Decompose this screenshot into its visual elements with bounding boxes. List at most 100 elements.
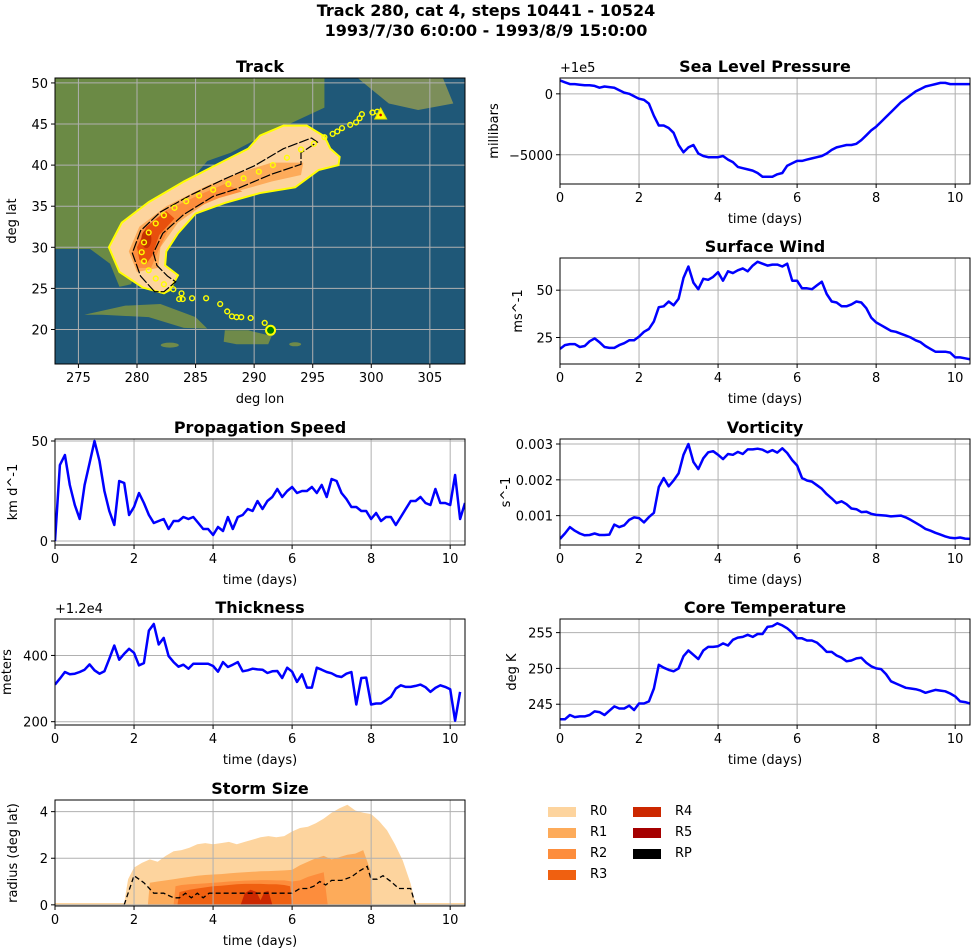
chart-track: 275 280 285 290 295 300 305 20 25 30 35 40 45 50 Track… <box>5 57 466 407</box>
track-point <box>160 212 168 219</box>
x-tick-label: 0 <box>51 732 59 747</box>
x-tick-label: 8 <box>872 732 880 747</box>
cuba-land <box>84 304 208 329</box>
y-tick-label: 0.001 <box>516 510 553 525</box>
y-axis-label: km d^-1 <box>6 464 21 520</box>
y-tick-label: 0 <box>40 535 48 550</box>
y-tick-label: 50 <box>536 284 553 299</box>
track-start-marker <box>265 324 277 336</box>
y-axis-label: radius (deg lat) <box>6 803 21 903</box>
track-point <box>297 146 305 153</box>
x-axis-label: time (days) <box>728 753 802 768</box>
r3-swath <box>137 211 175 264</box>
legend-swatch-r4 <box>633 806 661 817</box>
x-tick-label: 2 <box>635 732 643 747</box>
x-tick-label: 275 <box>66 371 91 386</box>
track-point <box>140 258 148 265</box>
track-point <box>152 275 159 282</box>
track-end-dot <box>379 113 382 117</box>
area-layers <box>55 804 465 906</box>
map-background <box>55 78 465 364</box>
y-tick-label: 50 <box>31 77 48 92</box>
x-tick-label: 0 <box>51 913 59 928</box>
chart-title: Vorticity <box>727 418 804 437</box>
legend-swatch-r2 <box>548 848 576 859</box>
chart-title: Surface Wind <box>705 237 825 256</box>
legend-label-r4: R4 <box>675 804 693 819</box>
track-point <box>261 319 268 327</box>
legend-swatch-r1 <box>548 827 576 838</box>
x-tick-label: 280 <box>125 371 150 386</box>
series-line <box>55 622 462 722</box>
y-axis-label: meters <box>0 649 15 695</box>
track-point <box>217 300 224 308</box>
x-tick-label: 8 <box>367 732 375 747</box>
x-tick-label: 0 <box>556 371 564 386</box>
x-tick-label: 2 <box>130 552 138 567</box>
track-point <box>160 281 168 288</box>
track-point <box>145 267 152 274</box>
y-tick-label: 0.003 <box>516 438 553 453</box>
chart-slp: 0 2 4 6 8 10 0 −5000 Sea Level Pressure time (day… <box>487 57 971 227</box>
axes-frame <box>559 77 971 185</box>
offset-text: +1.2e4 <box>55 602 103 617</box>
track-point <box>224 308 231 315</box>
track-point <box>352 119 360 126</box>
x-tick-label: 300 <box>359 371 384 386</box>
axes-frame <box>54 77 466 365</box>
track-point <box>140 239 148 246</box>
track-point <box>310 140 317 147</box>
offset-text: +1e5 <box>560 61 595 76</box>
x-axis-label: time (days) <box>223 753 297 768</box>
track-point <box>247 314 254 322</box>
track-point <box>358 111 366 118</box>
x-tick-label: 2 <box>635 552 643 567</box>
x-tick-label: 295 <box>300 371 325 386</box>
y-tick-label: −5000 <box>509 149 553 164</box>
chart-title: Storm Size <box>211 779 309 798</box>
track-point <box>152 220 159 227</box>
legend-label-r3: R3 <box>590 867 608 882</box>
legend-swatch-r3 <box>548 869 576 880</box>
x-axis-label: time (days) <box>728 392 802 407</box>
track-point <box>347 121 354 128</box>
track-point <box>179 295 186 303</box>
track-point <box>145 229 152 236</box>
x-axis-label: time (days) <box>728 212 802 227</box>
track-point <box>170 286 177 293</box>
storm-swath <box>107 106 388 336</box>
x-tick-label: 6 <box>793 732 801 747</box>
y-tick-label: 245 <box>528 698 553 713</box>
y-tick-label: 30 <box>31 241 48 256</box>
legend-item-r3: R3 <box>548 867 607 882</box>
y-axis-label: deg K <box>505 653 520 691</box>
y-tick-label: 0 <box>545 88 553 103</box>
x-tick-label: 6 <box>793 191 801 206</box>
x-tick-label: 4 <box>714 371 722 386</box>
chart-title: Propagation Speed <box>174 418 346 437</box>
track-point <box>188 295 196 302</box>
axes-frame <box>54 618 466 726</box>
y-axis-label: deg lat <box>5 198 20 243</box>
x-tick-label: 10 <box>442 913 459 928</box>
r2-swath <box>132 184 243 268</box>
x-tick-label: 6 <box>793 371 801 386</box>
x-tick-label: 4 <box>209 913 217 928</box>
track-point <box>269 162 276 169</box>
figure-title-line2: 1993/7/30 6:0:00 - 1993/8/9 15:0:00 <box>324 21 648 40</box>
x-tick-label: 6 <box>288 732 296 747</box>
series-line <box>560 260 970 361</box>
chart-vorticity: 0 2 4 6 8 10 0.001 0.002 0.003 Vorticity time (day… <box>499 418 971 588</box>
y-tick-label: 4 <box>40 806 48 821</box>
track-point <box>138 249 145 256</box>
legend-item-r2: R2 <box>548 846 607 861</box>
axes-frame <box>559 618 971 726</box>
chart-surface_wind: 0 2 4 6 8 10 25 50 Surface Wind time (days) ms^-1 <box>511 237 971 407</box>
series-line <box>560 442 970 541</box>
x-tick-label: 8 <box>367 913 375 928</box>
x-tick-label: 6 <box>793 552 801 567</box>
legend-label-rp: RP <box>675 846 692 861</box>
x-tick-label: 2 <box>130 732 138 747</box>
y-axis-label: millibars <box>487 103 502 159</box>
